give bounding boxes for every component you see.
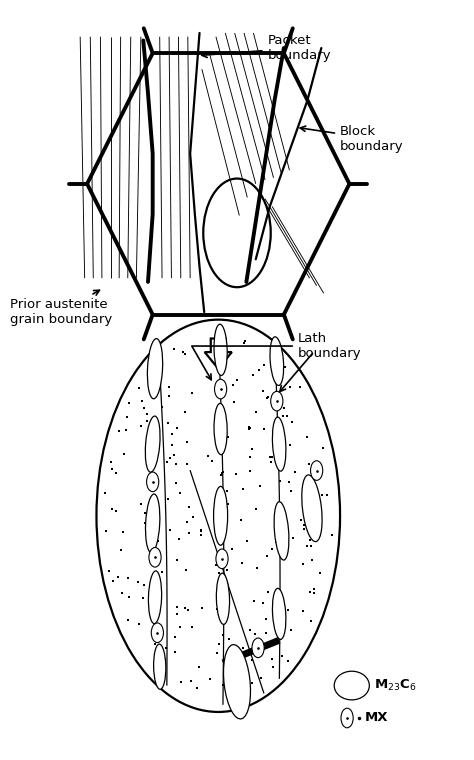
Ellipse shape <box>154 644 166 689</box>
Circle shape <box>252 638 264 657</box>
Circle shape <box>215 379 227 399</box>
Ellipse shape <box>214 404 227 454</box>
Text: Block
boundary: Block boundary <box>300 125 404 153</box>
Ellipse shape <box>273 588 286 639</box>
Ellipse shape <box>302 475 322 542</box>
Text: Prior austenite
grain boundary: Prior austenite grain boundary <box>10 290 112 326</box>
Ellipse shape <box>216 573 229 625</box>
Text: Packet
boundary: Packet boundary <box>202 34 331 62</box>
Text: M$_{23}$C$_6$: M$_{23}$C$_6$ <box>374 678 416 693</box>
Polygon shape <box>205 338 232 369</box>
Ellipse shape <box>334 671 369 700</box>
Circle shape <box>149 547 161 567</box>
Circle shape <box>341 708 353 728</box>
Ellipse shape <box>146 494 160 553</box>
Circle shape <box>151 623 164 642</box>
Ellipse shape <box>224 644 250 719</box>
Text: Lath
boundary: Lath boundary <box>192 332 362 380</box>
Circle shape <box>146 472 159 492</box>
Circle shape <box>97 320 340 712</box>
Ellipse shape <box>273 417 286 471</box>
Ellipse shape <box>214 486 228 545</box>
Text: MX: MX <box>365 711 388 724</box>
Ellipse shape <box>147 339 163 399</box>
Ellipse shape <box>148 571 162 624</box>
Ellipse shape <box>274 502 289 560</box>
Ellipse shape <box>146 416 160 472</box>
Ellipse shape <box>214 325 227 375</box>
Circle shape <box>216 549 228 568</box>
Ellipse shape <box>270 337 283 385</box>
Circle shape <box>271 391 283 411</box>
Circle shape <box>310 461 323 480</box>
